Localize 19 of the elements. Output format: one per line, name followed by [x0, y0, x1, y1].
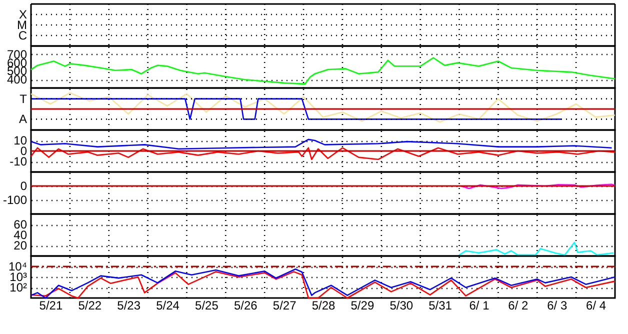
- x-tick-label: 6/ 3: [547, 298, 568, 312]
- x-tick-label: 5/27: [272, 298, 297, 312]
- x-tick-label: 5/22: [78, 298, 102, 312]
- x-tick-label: 5/30: [390, 298, 414, 312]
- x-tick-label: 6/ 2: [508, 298, 528, 312]
- x-tick-label: 5/29: [350, 298, 374, 312]
- x-tick-label: 6/ 1: [469, 298, 490, 312]
- x-tick-label: 5/24: [156, 298, 180, 312]
- x-tick-label: 5/28: [312, 298, 336, 312]
- x-tick-label: 5/23: [117, 298, 141, 312]
- x-tick-label: 6/ 4: [586, 298, 606, 312]
- x-tick-label: 5/31: [428, 298, 452, 312]
- x-tick-label: 5/25: [195, 298, 219, 312]
- x-tick-label: 5/26: [234, 298, 258, 312]
- text: A: [18, 112, 27, 126]
- text: T: [20, 92, 28, 106]
- y-tick-label: -100: [2, 193, 28, 207]
- x-tick-label: 5/21: [39, 298, 63, 312]
- y-tick-label: 0: [20, 179, 28, 193]
